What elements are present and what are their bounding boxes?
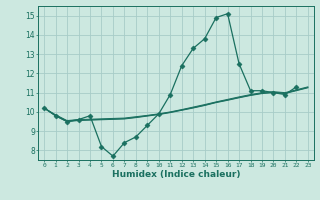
- X-axis label: Humidex (Indice chaleur): Humidex (Indice chaleur): [112, 170, 240, 179]
